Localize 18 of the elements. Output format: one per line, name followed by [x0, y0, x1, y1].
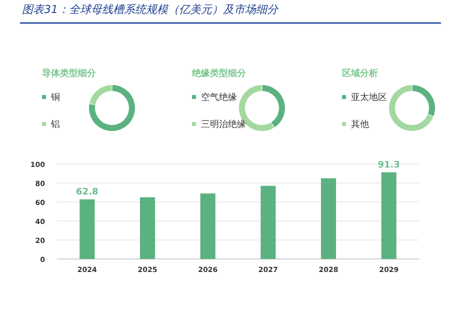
data-label: 62.8: [76, 187, 98, 198]
bar: [381, 172, 396, 259]
chart-title: 图表31：全球母线槽系统规模（亿美元）及市场细分: [22, 3, 279, 16]
chart-title: 导体类型细分: [42, 68, 97, 79]
data-label: 91.3: [378, 160, 400, 170]
legend-label: 空气绝缘: [201, 92, 237, 103]
chart-title: 绝缘类型细分: [191, 68, 247, 79]
bar: [80, 199, 95, 259]
legend-label: 三明治绝缘: [201, 119, 246, 130]
legend-label: 其他: [351, 119, 369, 130]
legend-label: 亚太地区: [351, 92, 387, 103]
bar: [140, 197, 156, 259]
chart-title: 区域分析: [342, 68, 378, 79]
bar: [260, 186, 276, 259]
bar: [200, 193, 216, 259]
legend-label: 铜: [50, 92, 60, 103]
legend-label: 铝: [50, 119, 60, 130]
bar: [320, 178, 336, 259]
